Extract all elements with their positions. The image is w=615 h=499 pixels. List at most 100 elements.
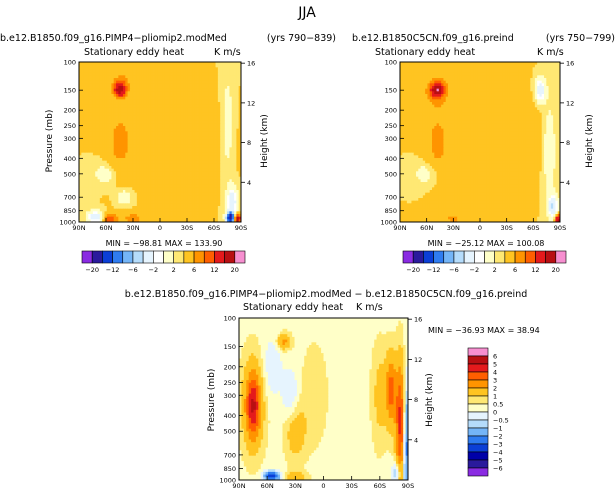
field-cell [102,120,105,124]
field-cell [234,83,237,87]
field-cell [153,110,156,114]
field-cell [231,155,235,159]
field-cell [215,128,219,132]
field-cell [79,214,82,218]
field-cell [489,75,492,79]
field-cell [493,62,497,66]
field-cell [176,96,179,100]
field-cell [201,104,205,108]
field-cell [229,158,233,162]
field-cell [178,115,182,119]
field-cell [176,163,179,167]
field-cell [95,118,98,122]
field-cell [162,176,166,180]
field-cell [141,75,145,79]
field-cell [185,182,189,186]
field-cell [95,86,98,90]
field-cell [213,155,216,159]
field-cell [88,171,91,175]
field-cell [95,139,98,143]
field-cell [217,72,221,76]
field-cell [192,83,196,87]
field-cell [459,83,463,87]
field-cell [155,208,159,212]
field-cell [187,174,191,178]
field-cell [206,174,209,178]
field-cell [555,62,559,66]
field-cell [83,206,87,210]
field-cell [190,102,193,106]
field-cell [224,99,228,103]
field-cell [99,216,103,220]
field-cell [118,110,122,114]
field-cell [402,64,405,68]
field-cell [523,78,527,82]
field-cell [125,134,128,138]
field-cell [532,83,536,87]
field-cell [171,126,175,130]
field-cell [109,62,112,66]
field-cell [534,80,538,84]
field-cell [234,211,237,215]
field-cell [162,187,166,191]
field-cell [157,144,161,148]
field-cell [215,168,219,172]
field-cell [441,75,444,79]
field-cell [146,128,149,132]
field-cell [199,83,203,87]
field-cell [400,75,403,79]
field-cell [222,168,226,172]
field-cell [81,75,85,79]
field-cell [129,112,133,116]
field-cell [141,83,145,87]
field-cell [127,107,131,111]
field-cell [125,187,128,191]
field-cell [187,216,191,220]
field-cell [197,112,200,116]
field-cell [432,88,435,92]
field-cell [418,80,421,84]
field-cell [525,70,529,74]
field-cell [146,195,149,199]
field-cell [493,83,497,87]
field-cell [192,96,196,100]
field-cell [194,94,198,98]
field-cell [153,184,156,188]
field-cell [197,102,200,106]
field-cell [155,67,159,71]
field-cell [210,150,214,154]
field-cell [146,118,149,122]
field-cell [92,67,96,71]
field-cell [507,80,511,84]
field-cell [229,198,233,202]
field-cell [523,75,527,79]
field-cell [208,216,212,220]
field-cell [459,86,463,90]
field-cell [197,64,200,68]
field-cell [106,83,110,87]
field-cell [224,200,228,204]
field-cell [213,182,216,186]
field-cell [104,104,108,108]
field-cell [122,99,126,103]
field-cell [176,67,179,71]
field-cell [557,78,561,82]
field-cell [127,211,131,215]
field-cell [222,203,226,207]
field-cell [134,171,138,175]
field-cell [548,67,552,71]
field-cell [213,198,216,202]
field-cell [220,182,223,186]
field-cell [99,182,103,186]
field-cell [150,192,154,196]
field-cell [109,91,112,95]
field-cell [525,86,529,90]
field-cell [92,166,96,170]
field-cell [227,200,230,204]
field-cell [79,102,82,106]
field-cell [81,64,85,68]
field-cell [169,70,172,74]
field-cell [160,152,163,156]
field-cell [227,134,230,138]
field-cell [122,158,126,162]
